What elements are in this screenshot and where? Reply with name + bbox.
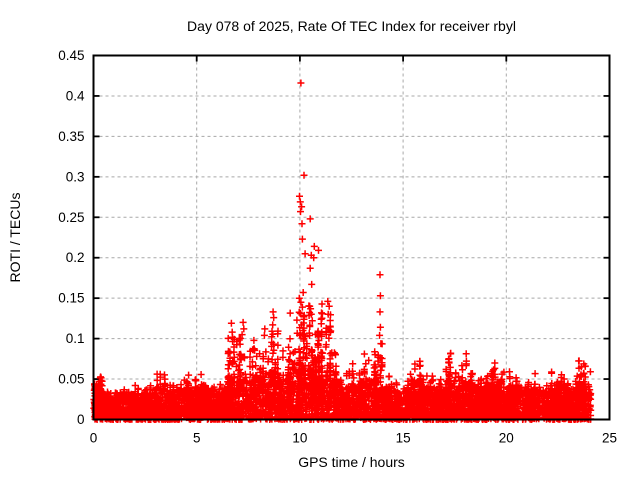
x-tick-label: 20 — [499, 431, 514, 446]
y-tick-label: 0.05 — [58, 372, 84, 387]
y-tick-label: 0.25 — [58, 210, 84, 225]
roti-data-points — [90, 79, 595, 423]
chart-title: Day 078 of 2025, Rate Of TEC Index for r… — [187, 18, 516, 34]
y-axis-label: ROTI / TECUs — [7, 193, 23, 283]
tick-labels: 0 5 10 15 20 25 0 0.05 0.1 0.15 0.2 0.25 0.3 0.35 0.4 0… — [58, 48, 617, 446]
x-tick-label: 25 — [602, 431, 617, 446]
x-tick-label: 10 — [292, 431, 307, 446]
y-tick-label: 0.15 — [58, 291, 84, 306]
y-tick-label: 0.35 — [58, 129, 84, 144]
grid-lines — [93, 55, 610, 420]
y-tick-label: 0 — [77, 412, 85, 427]
x-tick-label: 5 — [193, 431, 201, 446]
plot-border — [92, 54, 611, 421]
data-points-layer — [90, 79, 595, 423]
x-tick-label: 0 — [90, 431, 98, 446]
y-tick-label: 0.2 — [66, 250, 85, 265]
y-tick-label: 0.4 — [66, 88, 85, 103]
y-tick-label: 0.1 — [66, 331, 85, 346]
y-tick-label: 0.3 — [66, 169, 85, 184]
x-tick-label: 15 — [396, 431, 411, 446]
y-tick-label: 0.45 — [58, 48, 84, 63]
x-axis-label: GPS time / hours — [298, 454, 405, 470]
